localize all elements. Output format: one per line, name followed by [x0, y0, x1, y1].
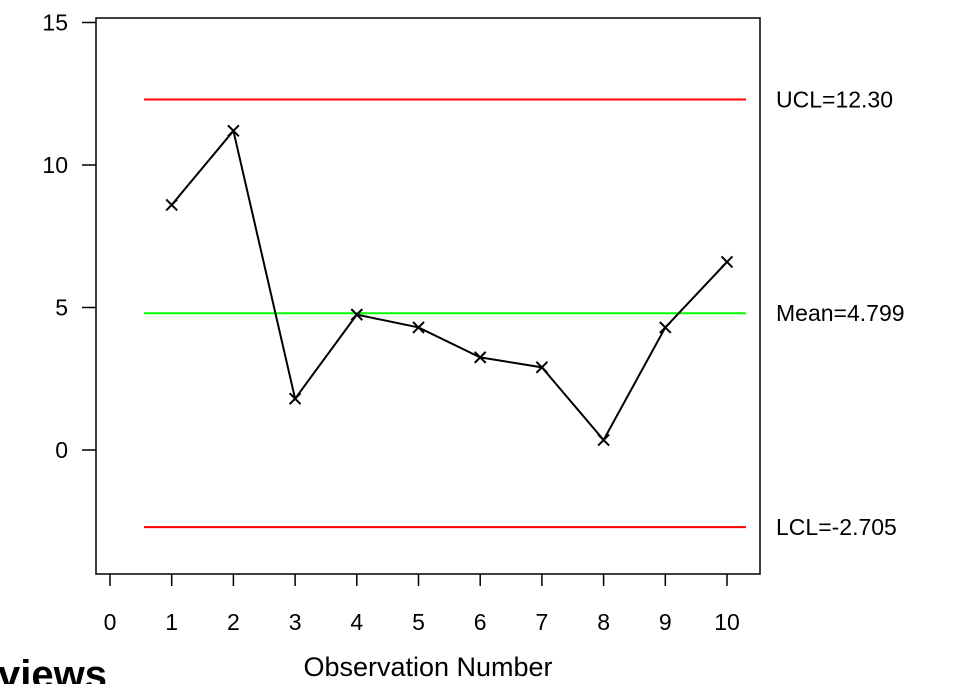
data-point-marker: [412, 321, 425, 334]
x-tick-label: 3: [289, 609, 302, 635]
y-tick-label: 5: [55, 295, 68, 321]
x-tick-label: 5: [412, 609, 425, 635]
x-tick-label: 1: [165, 609, 178, 635]
data-point-marker: [165, 198, 178, 212]
data-point-marker: [535, 361, 549, 374]
x-tick-label: 2: [227, 609, 240, 635]
y-tick-label: 0: [55, 437, 68, 463]
series-line: [170, 128, 728, 442]
x-tick-label: 7: [536, 609, 549, 635]
control-lines: UCL=12.30 Mean=4.799 LCL=-2.705: [144, 86, 905, 540]
plot-frame: [95, 17, 761, 575]
control-line-label: LCL=-2.705: [776, 514, 897, 540]
corner-text: views: [0, 653, 107, 684]
data-point-marker: [288, 392, 302, 405]
data-point-marker: [350, 308, 364, 321]
x-tick-label: 8: [597, 609, 610, 635]
y-tick-label: 10: [42, 152, 68, 178]
x-tick-label: 6: [474, 609, 487, 635]
x-axis-title: Observation Number: [303, 652, 552, 682]
x-axis: 0 1 2 3 4 5 6 7 8 9 10: [104, 574, 740, 635]
data-point-marker: [720, 255, 734, 269]
x-tick-label: 10: [714, 609, 740, 635]
data-point-marker: [473, 351, 487, 364]
data-point-marker: [227, 124, 240, 138]
x-tick-label: 4: [350, 609, 363, 635]
x-tick-label: 0: [104, 609, 117, 635]
control-line-label: Mean=4.799: [776, 300, 905, 326]
data-point-marker: [597, 433, 610, 447]
x-tick-label: 9: [659, 609, 672, 635]
y-axis: 0 5 10 15: [42, 10, 96, 463]
y-tick-label: 15: [42, 10, 68, 36]
data-point-marker: [659, 321, 672, 334]
control-line-label: UCL=12.30: [776, 86, 893, 112]
data-series: [165, 124, 734, 447]
